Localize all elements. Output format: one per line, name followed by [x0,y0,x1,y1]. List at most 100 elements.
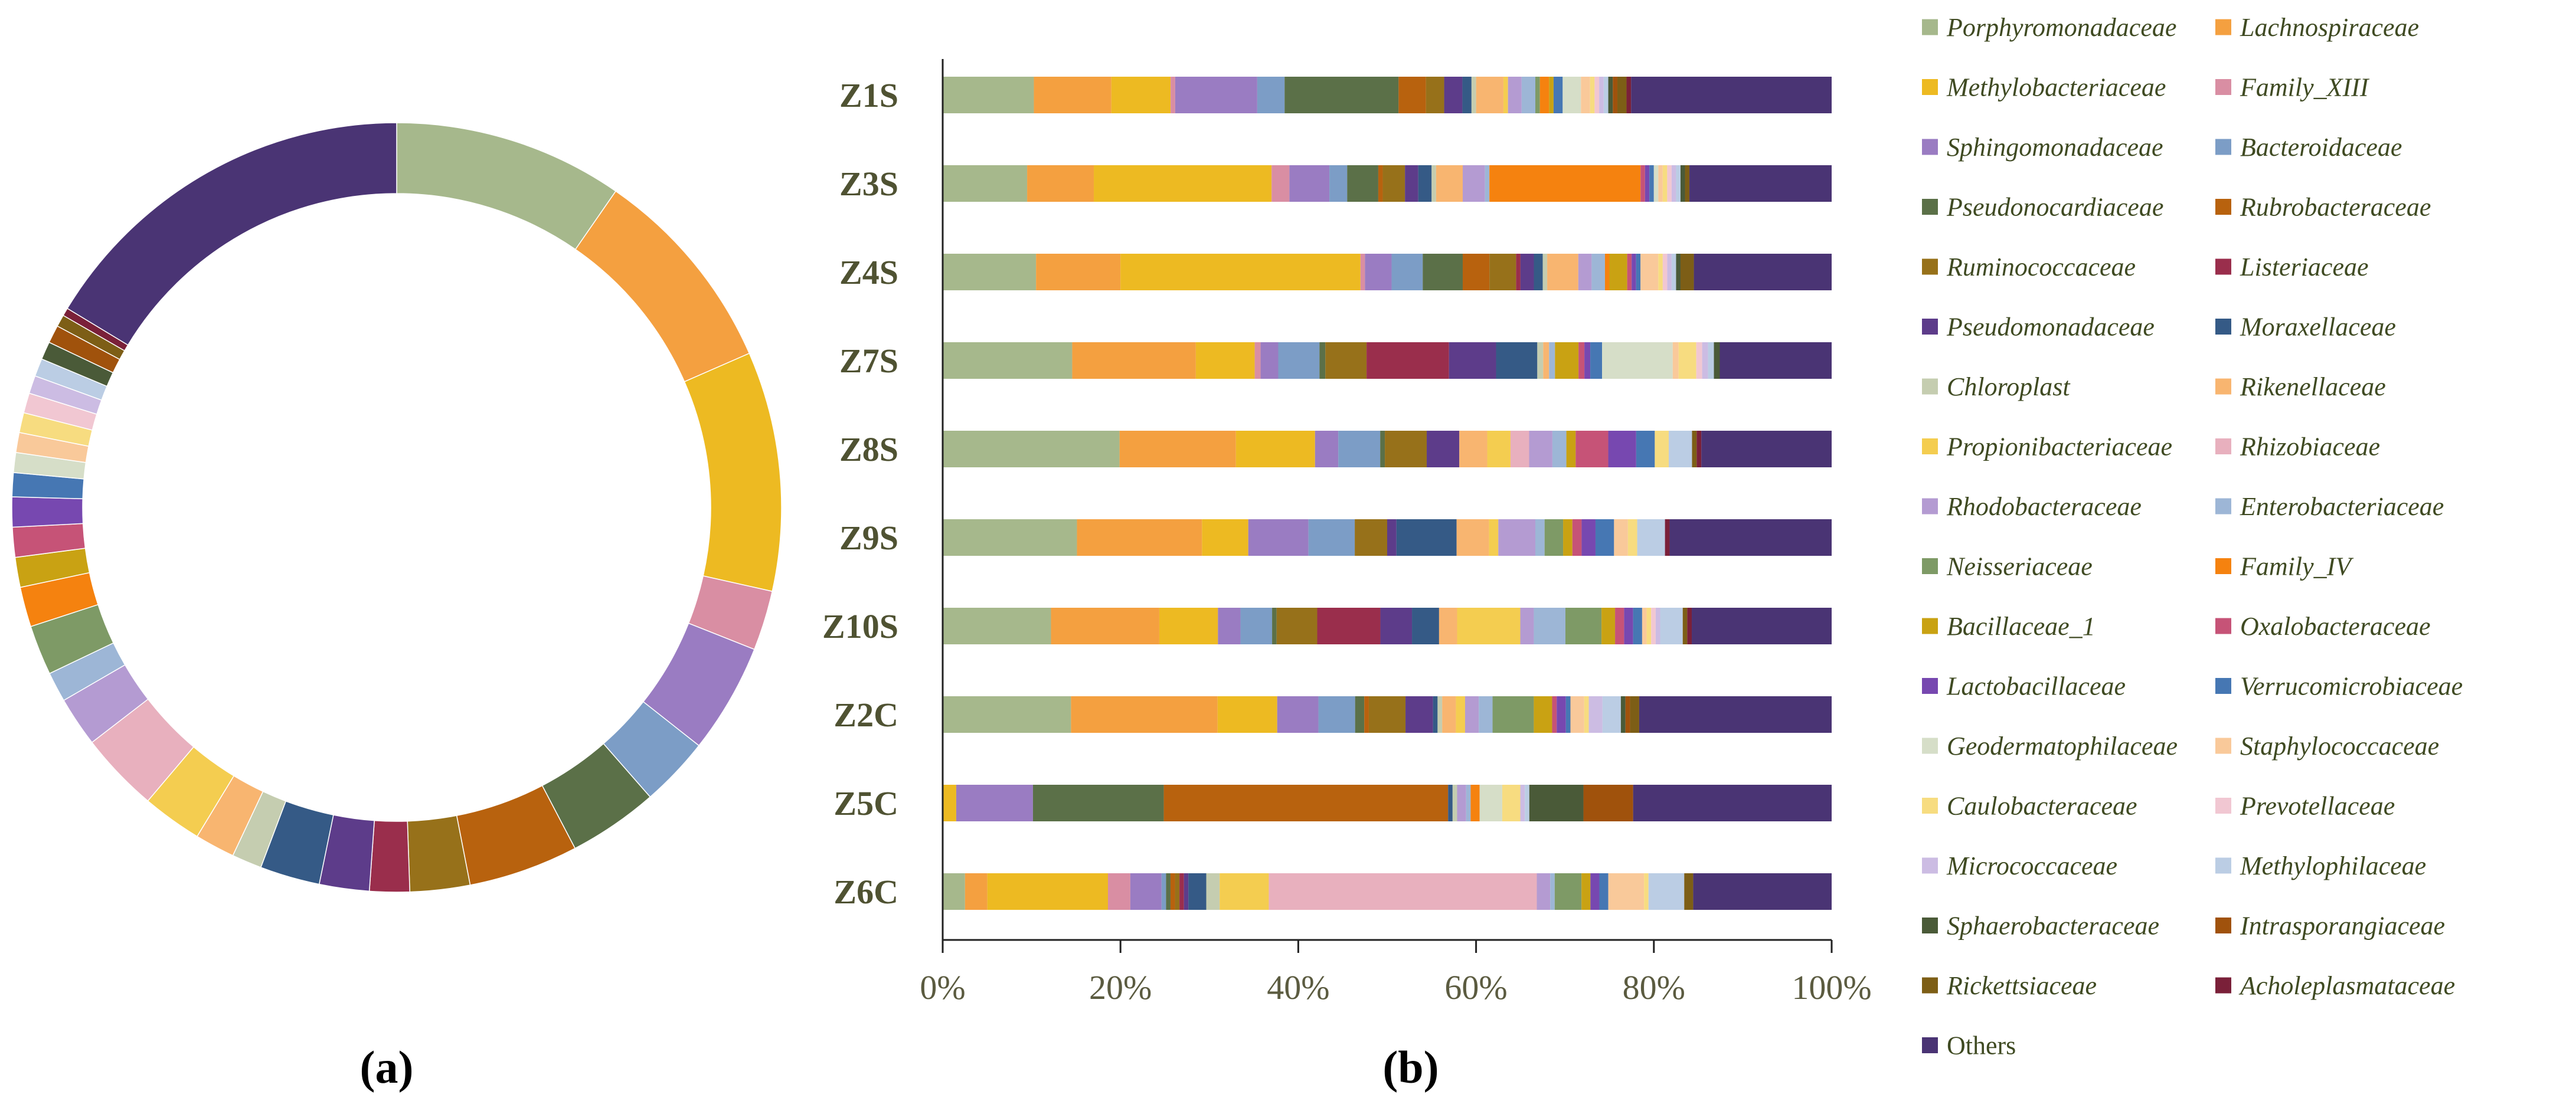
bar-segment-z10s-enterobacteriaceae [1534,608,1565,644]
legend-label-intrasporangiaceae: Intrasporangiaceae [2240,912,2445,941]
bar-segment-z1s-neisseriaceae [1535,77,1540,113]
row-label-z10s: Z10S [822,607,898,646]
bar-segment-z3s-others [1689,165,1832,202]
legend-label-methylophilaceae: Methylophilaceae [2240,851,2426,880]
bar-segment-z5c-geodermatophilaceae [1479,785,1502,821]
bar-segment-z6c-methylophilaceae [1648,873,1685,910]
bar-segment-z1s-rubrobacteraceae [1398,77,1426,113]
legend-swatch-others [1922,1037,1938,1053]
row-label-z6c: Z6C [833,873,898,911]
legend-label-rhizobiaceae: Rhizobiaceae [2240,433,2380,461]
bar-segment-z2c-methylobacteriaceae [1217,696,1277,733]
bar-segment-z1s-pseudonocardiaceae [1284,77,1399,113]
bar-segment-z2c-porphyromonadaceae [943,696,1071,733]
bar-segment-z1s-geodermatophilaceae [1562,77,1581,113]
bar-segment-z6c-porphyromonadaceae [943,873,965,910]
bar-segment-z7s-others [1719,342,1832,379]
bar-segment-z6c-lactobacillaceae [1590,873,1600,910]
row-label-z2c: Z2C [833,696,898,734]
legend-swatch-verrucomicrobiaceae [2215,678,2231,694]
bar-segment-z8s-caulobacteraceae [1655,431,1669,467]
bar-segment-z6c-lachnospiraceae [965,873,988,910]
bar-segment-z10s-lachnospiraceae [1051,608,1159,644]
legend-swatch-sphaerobacteraceae [1922,918,1938,933]
bar-segment-z4s-verrucomicrobiaceae [1636,254,1641,290]
bar-segment-z6c-methylobacteriaceae [987,873,1109,910]
bar-segment-z8s-enterobacteriaceae [1552,431,1567,467]
bar-segment-z8s-lactobacillaceae [1608,431,1636,467]
bar-segment-z7s-moraxellaceae [1496,342,1538,379]
bar-segment-z1s-lachnospiraceae [1034,77,1112,113]
bar-segment-z10s-bacillaceae-1 [1601,608,1616,644]
bar-segment-z6c-listeriaceae [1179,873,1184,910]
legend-label-chloroplast: Chloroplast [1947,372,2071,401]
bar-segment-z4s-rikenellaceae [1547,254,1578,290]
legend-label-porphyromonadaceae: Porphyromonadaceae [1946,13,2176,42]
legend-swatch-rickettsiaceae [1922,977,1938,994]
legend-swatch-pseudomonadaceae [1922,319,1938,335]
bar-segment-z1s-rikenellaceae [1476,77,1503,113]
legend-swatch-listeriaceae [2215,258,2231,275]
bar-segment-z3s-family-iv [1489,165,1641,202]
legend-swatch-pseudonocardiaceae [1922,199,1938,215]
legend-label-rikenellaceae: Rikenellaceae [2240,372,2386,401]
bar-segment-z1s-sphaerobacteraceae [1608,77,1613,113]
bar-segment-z8s-rhodobacteraceae [1529,431,1552,467]
bar-segment-z2c-lachnospiraceae [1071,696,1218,733]
bar-segment-z4s-rubrobacteraceae [1463,254,1490,290]
bar-segment-z3s-rhodobacteraceae [1463,165,1485,202]
bar-segment-z4s-rhodobacteraceae [1578,254,1592,290]
bar-segment-z3s-pseudonocardiaceae [1347,165,1378,202]
legend-swatch-methylophilaceae [2215,857,2231,874]
bar-segment-z4s-sphingomonadaceae [1365,254,1392,290]
bar-segment-z4s-family-xiii [1360,254,1365,290]
legend-label-pseudomonadaceae: Pseudomonadaceae [1946,313,2155,342]
legend-swatch-ruminococcaceae [1922,258,1938,275]
bar-segment-z3s-sphingomonadaceae [1289,165,1330,202]
legend-label-propionibacteriaceae: Propionibacteriaceae [1946,433,2172,461]
bar-segment-z4s-rickettsiaceae [1680,254,1694,290]
bar-segment-z4s-enterobacteriaceae [1591,254,1605,290]
legend-label-lactobacillaceae: Lactobacillaceae [1946,672,2126,701]
bar-segment-z1s-others [1631,77,1832,113]
bar-segment-z4s-methylophilaceae [1671,254,1676,290]
bar-segment-z10s-lactobacillaceae [1624,608,1633,644]
bar-segment-z3s-rubrobacteraceae [1378,165,1383,202]
bar-segment-z5c-rhodobacteraceae [1457,785,1466,821]
bar-segment-z1s-pseudomonadaceae [1444,77,1463,113]
legend-swatch-acholeplasmataceae [2215,977,2231,994]
bar-segment-z9s-propionibacteriaceae [1489,519,1499,556]
donut-slice-porphyromonadaceae [396,122,617,250]
bar-segment-z2c-staphylococcaceae [1570,696,1584,733]
bar-segment-z6c-sphingomonadaceae [1130,873,1162,910]
bar-segment-z10s-acholeplasmataceae [1687,608,1692,644]
bar-segment-z2c-lactobacillaceae [1557,696,1566,733]
panel-label-a: (a) [360,1041,414,1093]
bar-segment-z4s-micrococcaceae [1667,254,1672,290]
bar-segment-z7s-methylophilaceae [1708,342,1714,379]
bar-segment-z9s-bacteroidaceae [1308,519,1355,556]
bar-segment-z10s-methylophilaceae [1660,608,1683,644]
bar-segment-z2c-enterobacteriaceae [1479,696,1493,733]
bar-segment-z7s-micrococcaceae [1702,342,1708,379]
bar-segment-z7s-methylobacteriaceae [1195,342,1255,379]
legend-label-others: Others [1947,1031,2016,1060]
bar-segment-z2c-bacteroidaceae [1318,696,1355,733]
legend-label-moraxellaceae: Moraxellaceae [2240,313,2396,342]
bar-segment-z2c-others [1639,696,1832,733]
bar-segment-z1s-chloroplast [1471,77,1476,113]
bar-segment-z4s-pseudomonadaceae [1520,254,1534,290]
bar-segment-z6c-verrucomicrobiaceae [1599,873,1609,910]
bar-segment-z10s-bacteroidaceae [1240,608,1273,644]
bar-segment-z4s-bacteroidaceae [1391,254,1423,290]
bar-segment-z5c-rubrobacteraceae [1163,785,1449,821]
bar-segment-z6c-pseudomonadaceae [1184,873,1189,910]
legend-label-pseudonocardiaceae: Pseudonocardiaceae [1946,193,2163,222]
bar-segment-z10s-pseudomonadaceae [1380,608,1413,644]
legend-swatch-propionibacteriaceae [1922,438,1938,454]
bar-segment-z8s-rickettsiaceae [1692,431,1697,467]
bar-segment-z4s-chloroplast [1542,254,1548,290]
bar-segment-z10s-rickettsiaceae [1682,608,1688,644]
bar-segment-z8s-methylobacteriaceae [1235,431,1315,467]
